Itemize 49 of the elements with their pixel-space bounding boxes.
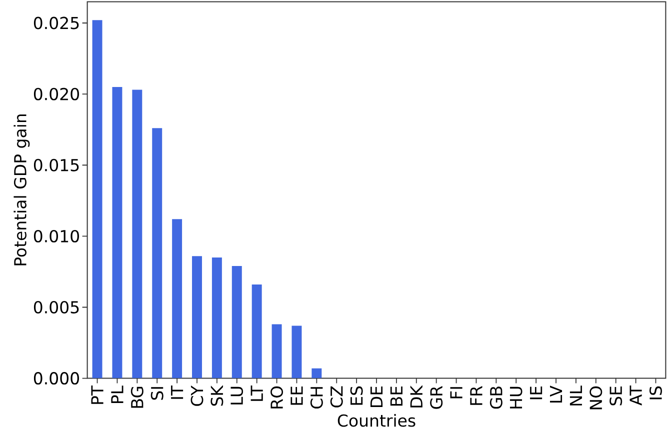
x-tick-label: CZ bbox=[330, 386, 343, 408]
y-tick-label: 0.025 bbox=[34, 16, 79, 30]
x-tick-label: SI bbox=[150, 387, 164, 400]
x-tick-label: DK bbox=[410, 385, 422, 408]
x-tick-label: EE bbox=[290, 386, 303, 405]
y-tick-label: 0.020 bbox=[34, 88, 79, 100]
x-axis-title: Countries bbox=[338, 414, 416, 427]
bar bbox=[252, 284, 262, 378]
x-tick-label: SE bbox=[610, 386, 622, 406]
x-tick-label: NO bbox=[590, 386, 602, 410]
x-tick-label: BG bbox=[130, 386, 144, 408]
x-tick-label: PT bbox=[91, 385, 104, 404]
x-tick-label: IS bbox=[649, 386, 662, 400]
x-tick-label: LV bbox=[550, 386, 562, 403]
x-tick-label: DE bbox=[370, 386, 383, 408]
bar bbox=[112, 86, 122, 378]
bar bbox=[272, 324, 282, 378]
y-tick-label: 0.000 bbox=[34, 372, 79, 385]
bar bbox=[232, 266, 242, 378]
x-tick-label: IT bbox=[171, 385, 184, 399]
x-tick-label: GB bbox=[490, 386, 502, 409]
bar bbox=[92, 20, 102, 378]
x-tick-label: CH bbox=[310, 387, 323, 409]
x-tick-label: FR bbox=[470, 386, 482, 405]
x-tick-label: ES bbox=[350, 386, 363, 405]
x-tick-label: GR bbox=[430, 386, 443, 409]
x-tick-label: NL bbox=[570, 386, 582, 406]
y-tick-label: 0.005 bbox=[34, 301, 79, 314]
x-tick-label: IE bbox=[530, 386, 542, 400]
bar bbox=[292, 326, 302, 378]
x-tick-label: LT bbox=[250, 385, 263, 401]
x-tick-label: PL bbox=[111, 386, 124, 404]
x-tick-label: SK bbox=[210, 385, 224, 406]
bar bbox=[172, 219, 182, 378]
x-tick-label: BE bbox=[390, 386, 402, 406]
x-tick-label: CY bbox=[190, 385, 204, 406]
bar bbox=[132, 90, 142, 378]
bar bbox=[312, 368, 322, 378]
x-tick-label: FI bbox=[450, 387, 462, 398]
x-tick-label: HU bbox=[510, 386, 522, 408]
bar bbox=[192, 256, 202, 378]
y-tick-label: 0.015 bbox=[34, 158, 79, 172]
x-tick-label: AT bbox=[630, 385, 642, 406]
x-tick-label: RO bbox=[270, 386, 284, 408]
bar bbox=[152, 128, 162, 378]
y-tick-label: 0.010 bbox=[34, 230, 79, 242]
bar bbox=[212, 258, 222, 378]
x-tick-label: LU bbox=[230, 386, 244, 404]
y-axis-title: Potential GDP gain bbox=[14, 114, 30, 266]
